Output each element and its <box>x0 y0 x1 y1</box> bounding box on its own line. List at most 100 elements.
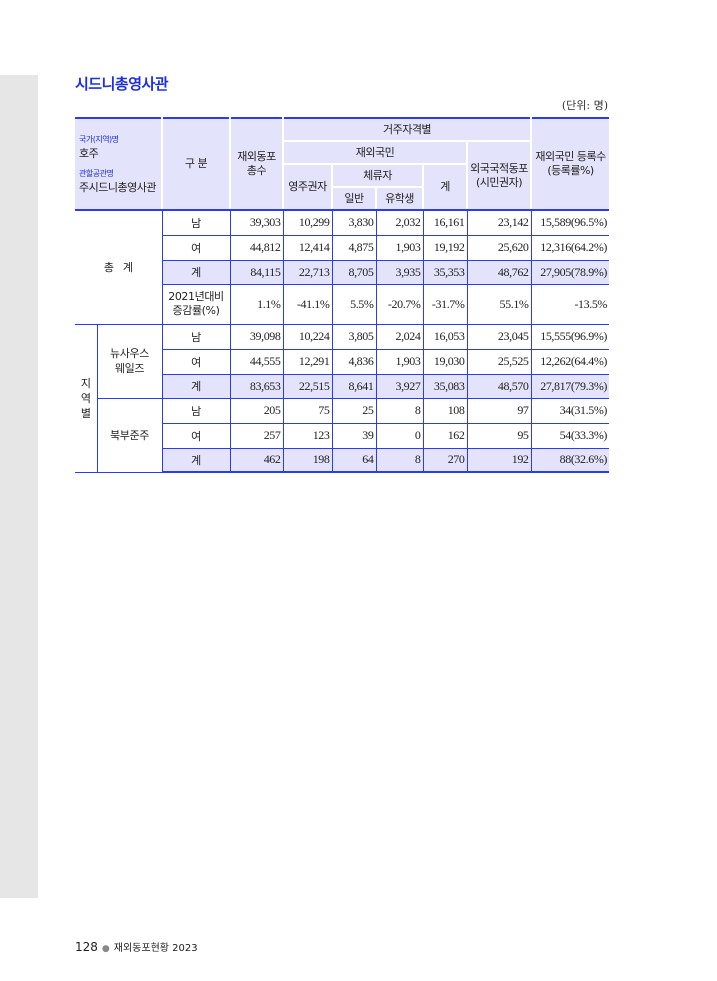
value-cell: 4,836 <box>331 348 377 375</box>
value-cell: 54(33.3%) <box>530 422 610 449</box>
table-row: 계 462 198 64 8 270 192 88(32.6%) <box>75 447 610 473</box>
unit-label: (단위: 명) <box>561 99 608 112</box>
publication-name: 재외동포현황 2023 <box>113 943 198 954</box>
value-cell: 75 <box>282 397 333 424</box>
value-cell: 88(32.6%) <box>530 447 610 473</box>
value-cell: 48,762 <box>466 259 532 285</box>
value-cell: 3,927 <box>375 373 424 399</box>
category-header: 구 분 <box>161 117 231 211</box>
value-cell: 48,570 <box>466 373 532 399</box>
value-cell: 12,291 <box>282 348 333 375</box>
value-cell: 15,555(96.9%) <box>530 323 610 350</box>
office-label: 관할공관명 <box>79 169 114 178</box>
general-header: 일반 <box>331 186 377 211</box>
value-cell: 2,032 <box>375 209 424 236</box>
value-cell: 270 <box>422 447 468 473</box>
value-cell: 44,555 <box>229 348 284 375</box>
office-value: 주시드니총영사관 <box>79 181 156 194</box>
bullet-icon: ● <box>101 944 110 954</box>
value-cell: 0 <box>375 422 424 449</box>
table-row: 지역별 뉴사우스 웨일즈 남 39,098 10,224 3,805 2,024 16,053… <box>75 323 610 473</box>
country-value: 호주 <box>79 147 99 160</box>
residence-header: 거주자격별 <box>281 117 533 142</box>
row-label: 여 <box>161 348 231 375</box>
value-cell: 3,935 <box>375 259 424 285</box>
value-cell: 3,805 <box>331 323 377 350</box>
country-header-cell: 국가(지역)명 호주 관할공관명 주시드니총영사관 <box>75 117 163 211</box>
row-label: 2021년대비 증감률(%) <box>161 283 231 325</box>
value-cell: 3,830 <box>331 209 377 236</box>
value-cell: 16,053 <box>422 323 468 350</box>
value-cell: 35,353 <box>422 259 468 285</box>
value-cell: 97 <box>466 397 532 424</box>
value-cell: 19,192 <box>422 234 468 261</box>
permanent-header: 영주권자 <box>282 163 333 211</box>
value-cell: 39 <box>331 422 377 449</box>
value-cell: 8 <box>375 397 424 424</box>
table-row: 여 257 123 39 0 162 95 54(33.3%) <box>75 422 610 449</box>
value-cell: 23,045 <box>466 323 532 350</box>
value-cell: 1,903 <box>375 348 424 375</box>
value-cell: 123 <box>282 422 333 449</box>
subtotal-header: 계 <box>422 163 468 211</box>
page-number: 128 <box>75 940 98 954</box>
value-cell: 55.1% <box>466 283 532 325</box>
value-cell: 12,414 <box>282 234 333 261</box>
value-cell: 25 <box>331 397 377 424</box>
value-cell: 83,653 <box>229 373 284 399</box>
value-cell: 10,299 <box>282 209 333 236</box>
value-cell: 95 <box>466 422 532 449</box>
value-cell: 257 <box>229 422 284 449</box>
table-row: 계 83,653 22,515 8,641 3,927 35,083 48,570 27,81… <box>75 373 610 399</box>
registered-header: 재외국민 등록수 (등록률%) <box>530 117 610 211</box>
value-cell: 23,142 <box>466 209 532 236</box>
row-label: 계 <box>161 373 231 399</box>
value-cell: 34(31.5%) <box>530 397 610 424</box>
value-cell: 19,030 <box>422 348 468 375</box>
row-label: 여 <box>161 234 231 261</box>
nationals-header: 재외국민 <box>282 140 468 165</box>
value-cell: 64 <box>331 447 377 473</box>
value-cell: 35,083 <box>422 373 468 399</box>
value-cell: 2,024 <box>375 323 424 350</box>
country-label: 국가(지역)명 <box>79 135 119 144</box>
table-row: 총 계 남 39,303 10,299 3,830 2,032 16,161 23,142 15… <box>75 209 610 325</box>
value-cell: 25,620 <box>466 234 532 261</box>
value-cell: 22,713 <box>282 259 333 285</box>
value-cell: -20.7% <box>375 283 424 325</box>
row-label: 계 <box>161 447 231 473</box>
page-title: 시드니총영사관 <box>75 75 169 93</box>
value-cell: 162 <box>422 422 468 449</box>
row-label: 여 <box>161 422 231 449</box>
statistics-table: 국가(지역)명 호주 관할공관명 주시드니총영사관 구 분 재외동포 총수 거주… <box>75 117 610 473</box>
table-row: 2021년대비 증감률(%) 1.1% -41.1% 5.5% -20.7% -31.7%… <box>75 283 610 325</box>
value-cell: 462 <box>229 447 284 473</box>
value-cell: 15,589(96.5%) <box>530 209 610 236</box>
row-label: 남 <box>161 209 231 236</box>
student-header: 유학생 <box>375 186 424 211</box>
value-cell: 27,905(78.9%) <box>530 259 610 285</box>
value-cell: -31.7% <box>422 283 468 325</box>
value-cell: 12,262(64.4%) <box>530 348 610 375</box>
value-cell: 16,161 <box>422 209 468 236</box>
value-cell: -13.5% <box>530 283 610 325</box>
value-cell: 8,705 <box>331 259 377 285</box>
value-cell: 5.5% <box>331 283 377 325</box>
value-cell: 22,515 <box>282 373 333 399</box>
value-cell: 12,316(64.2%) <box>530 234 610 261</box>
value-cell: 8 <box>375 447 424 473</box>
table-row: 여 44,812 12,414 4,875 1,903 19,192 25,620 12,31… <box>75 234 610 261</box>
side-margin-bar <box>0 75 38 898</box>
value-cell: 10,224 <box>282 323 333 350</box>
value-cell: 8,641 <box>331 373 377 399</box>
sojourner-header: 체류자 <box>331 163 424 188</box>
value-cell: -41.1% <box>282 283 333 325</box>
value-cell: 1,903 <box>375 234 424 261</box>
row-label: 남 <box>161 397 231 424</box>
value-cell: 39,303 <box>229 209 284 236</box>
value-cell: 205 <box>229 397 284 424</box>
group-total-label: 총 계 <box>75 209 163 325</box>
table-row: 북부준주 남 205 75 25 8 108 97 34(31.5%) <box>75 397 610 473</box>
total-header: 재외동포 총수 <box>229 117 284 211</box>
